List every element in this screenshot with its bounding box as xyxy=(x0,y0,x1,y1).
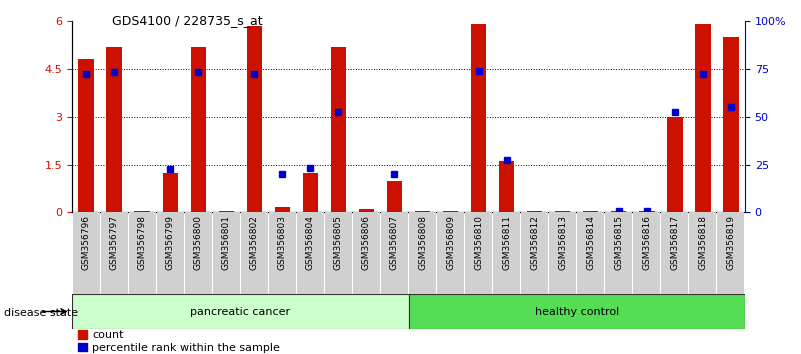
Bar xyxy=(578,212,604,296)
Bar xyxy=(667,117,682,212)
Bar xyxy=(247,26,262,212)
Text: GSM356815: GSM356815 xyxy=(614,215,623,270)
Bar xyxy=(465,212,492,296)
Bar xyxy=(437,212,464,296)
Bar xyxy=(359,209,374,212)
Bar xyxy=(606,212,632,296)
Bar xyxy=(387,181,402,212)
Text: GSM356797: GSM356797 xyxy=(110,215,119,270)
Bar xyxy=(325,212,352,296)
Bar xyxy=(471,24,486,212)
Bar xyxy=(72,294,409,329)
Bar xyxy=(415,211,430,212)
Bar xyxy=(611,211,626,212)
Bar xyxy=(219,211,234,212)
Text: GSM356804: GSM356804 xyxy=(306,215,315,270)
Text: GSM356813: GSM356813 xyxy=(558,215,567,270)
Bar xyxy=(409,212,436,296)
Bar xyxy=(662,212,688,296)
Bar xyxy=(303,172,318,212)
Bar xyxy=(241,212,268,296)
Bar xyxy=(527,211,542,212)
Bar xyxy=(723,37,739,212)
Text: GSM356799: GSM356799 xyxy=(166,215,175,270)
Text: GSM356809: GSM356809 xyxy=(446,215,455,270)
Text: GSM356810: GSM356810 xyxy=(474,215,483,270)
Bar xyxy=(107,47,122,212)
Bar xyxy=(163,172,178,212)
Legend: count, percentile rank within the sample: count, percentile rank within the sample xyxy=(78,330,280,353)
Text: pancreatic cancer: pancreatic cancer xyxy=(191,307,291,316)
Bar xyxy=(718,212,744,296)
Bar xyxy=(695,24,710,212)
Bar xyxy=(353,212,380,296)
Text: GSM356803: GSM356803 xyxy=(278,215,287,270)
Bar xyxy=(191,47,206,212)
Text: GSM356805: GSM356805 xyxy=(334,215,343,270)
Bar xyxy=(555,211,570,212)
Bar xyxy=(443,211,458,212)
Bar xyxy=(409,294,745,329)
Text: GSM356807: GSM356807 xyxy=(390,215,399,270)
Bar xyxy=(381,212,408,296)
Bar xyxy=(639,211,654,212)
Text: GSM356808: GSM356808 xyxy=(418,215,427,270)
Text: GDS4100 / 228735_s_at: GDS4100 / 228735_s_at xyxy=(112,14,263,27)
Bar xyxy=(549,212,576,296)
Bar xyxy=(157,212,183,296)
Text: disease state: disease state xyxy=(4,308,78,318)
Bar xyxy=(275,207,290,212)
Text: GSM356796: GSM356796 xyxy=(82,215,91,270)
Text: GSM356819: GSM356819 xyxy=(727,215,735,270)
Bar xyxy=(101,212,127,296)
Text: GSM356802: GSM356802 xyxy=(250,215,259,270)
Bar xyxy=(185,212,211,296)
Text: GSM356814: GSM356814 xyxy=(586,215,595,270)
Text: GSM356798: GSM356798 xyxy=(138,215,147,270)
Bar xyxy=(78,59,94,212)
Bar xyxy=(499,161,514,212)
Text: GSM356811: GSM356811 xyxy=(502,215,511,270)
Text: GSM356817: GSM356817 xyxy=(670,215,679,270)
Bar xyxy=(73,212,99,296)
Bar xyxy=(129,212,155,296)
Bar xyxy=(583,211,598,212)
Bar xyxy=(135,211,150,212)
Bar xyxy=(213,212,239,296)
Bar xyxy=(297,212,324,296)
Bar xyxy=(690,212,716,296)
Bar xyxy=(493,212,520,296)
Text: GSM356801: GSM356801 xyxy=(222,215,231,270)
Bar xyxy=(634,212,660,296)
Text: healthy control: healthy control xyxy=(534,307,619,316)
Bar xyxy=(331,47,346,212)
Text: GSM356812: GSM356812 xyxy=(530,215,539,270)
Bar xyxy=(269,212,296,296)
Text: GSM356816: GSM356816 xyxy=(642,215,651,270)
Text: GSM356818: GSM356818 xyxy=(698,215,707,270)
Bar xyxy=(521,212,548,296)
Text: GSM356800: GSM356800 xyxy=(194,215,203,270)
Text: GSM356806: GSM356806 xyxy=(362,215,371,270)
